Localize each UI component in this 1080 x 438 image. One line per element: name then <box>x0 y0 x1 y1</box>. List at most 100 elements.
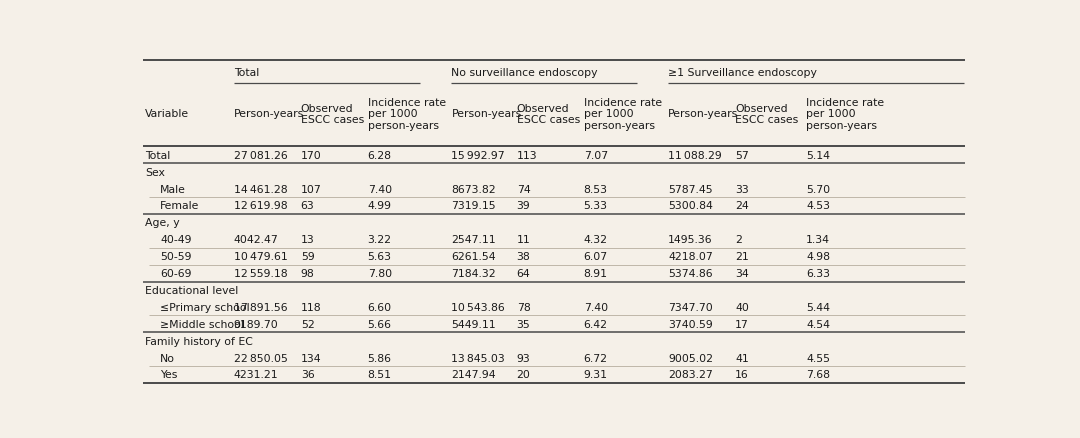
Text: 16: 16 <box>735 370 748 380</box>
Text: 21: 21 <box>735 251 748 261</box>
Text: 36: 36 <box>300 370 314 380</box>
Text: 6.28: 6.28 <box>367 150 392 160</box>
Text: Person-years: Person-years <box>233 109 303 119</box>
Text: ≥1 Surveillance endoscopy: ≥1 Surveillance endoscopy <box>669 68 818 78</box>
Text: Incidence rate
per 1000
person-years: Incidence rate per 1000 person-years <box>367 98 446 131</box>
Text: No surveillance endoscopy: No surveillance endoscopy <box>451 68 598 78</box>
Text: 12 619.98: 12 619.98 <box>233 201 287 211</box>
Text: 11: 11 <box>516 235 530 245</box>
Text: 3.22: 3.22 <box>367 235 392 245</box>
Text: 63: 63 <box>300 201 314 211</box>
Text: Observed
ESCC cases: Observed ESCC cases <box>735 103 798 125</box>
Text: No: No <box>160 353 175 363</box>
Text: 5.44: 5.44 <box>807 302 831 312</box>
Text: 11 088.29: 11 088.29 <box>669 150 721 160</box>
Text: 78: 78 <box>516 302 530 312</box>
Text: 24: 24 <box>735 201 748 211</box>
Text: 10 543.86: 10 543.86 <box>451 302 505 312</box>
Text: 5.70: 5.70 <box>807 184 831 194</box>
Text: 20: 20 <box>516 370 530 380</box>
Text: Incidence rate
per 1000
person-years: Incidence rate per 1000 person-years <box>807 98 885 131</box>
Text: 5.63: 5.63 <box>367 251 392 261</box>
Text: 7184.32: 7184.32 <box>451 268 496 279</box>
Text: 9189.70: 9189.70 <box>233 319 279 329</box>
Text: 22 850.05: 22 850.05 <box>233 353 287 363</box>
Text: 4042.47: 4042.47 <box>233 235 279 245</box>
Text: Total: Total <box>233 68 259 78</box>
Text: 13: 13 <box>300 235 314 245</box>
Text: 2147.94: 2147.94 <box>451 370 496 380</box>
Text: ≥Middle school: ≥Middle school <box>160 319 244 329</box>
Text: 34: 34 <box>735 268 748 279</box>
Text: ≤Primary school: ≤Primary school <box>160 302 249 312</box>
Text: 7.40: 7.40 <box>583 302 608 312</box>
Text: 4231.21: 4231.21 <box>233 370 279 380</box>
Text: 4.98: 4.98 <box>807 251 831 261</box>
Text: 5.86: 5.86 <box>367 353 392 363</box>
Text: Age, y: Age, y <box>145 218 179 228</box>
Text: Family history of EC: Family history of EC <box>145 336 253 346</box>
Text: 4.54: 4.54 <box>807 319 831 329</box>
Text: 40: 40 <box>735 302 750 312</box>
Text: 4.32: 4.32 <box>583 235 608 245</box>
Text: 5787.45: 5787.45 <box>669 184 713 194</box>
Text: 4218.07: 4218.07 <box>669 251 713 261</box>
Text: 8673.82: 8673.82 <box>451 184 496 194</box>
Text: 39: 39 <box>516 201 530 211</box>
Text: Total: Total <box>145 150 171 160</box>
Text: 170: 170 <box>300 150 322 160</box>
Text: Educational level: Educational level <box>145 285 239 295</box>
Text: 41: 41 <box>735 353 748 363</box>
Text: 8.51: 8.51 <box>367 370 392 380</box>
Text: 38: 38 <box>516 251 530 261</box>
Text: 5.66: 5.66 <box>367 319 392 329</box>
Text: Female: Female <box>160 201 200 211</box>
Text: 7319.15: 7319.15 <box>451 201 496 211</box>
Text: 7.07: 7.07 <box>583 150 608 160</box>
Text: Observed
ESCC cases: Observed ESCC cases <box>516 103 580 125</box>
Text: 7.68: 7.68 <box>807 370 831 380</box>
Text: 6.60: 6.60 <box>367 302 392 312</box>
Text: Person-years: Person-years <box>451 109 522 119</box>
Text: 27 081.26: 27 081.26 <box>233 150 287 160</box>
Text: Sex: Sex <box>145 167 165 177</box>
Text: 8.91: 8.91 <box>583 268 608 279</box>
Text: 5300.84: 5300.84 <box>669 201 713 211</box>
Text: 2: 2 <box>735 235 742 245</box>
Text: 12 559.18: 12 559.18 <box>233 268 287 279</box>
Text: 107: 107 <box>300 184 322 194</box>
Text: 98: 98 <box>300 268 314 279</box>
Text: 2083.27: 2083.27 <box>669 370 713 380</box>
Text: 7.80: 7.80 <box>367 268 392 279</box>
Text: 1.34: 1.34 <box>807 235 831 245</box>
Text: 59: 59 <box>300 251 314 261</box>
Text: 118: 118 <box>300 302 322 312</box>
Text: 10 479.61: 10 479.61 <box>233 251 287 261</box>
Text: 5374.86: 5374.86 <box>669 268 713 279</box>
Text: 50-59: 50-59 <box>160 251 191 261</box>
Text: 113: 113 <box>516 150 537 160</box>
Text: 64: 64 <box>516 268 530 279</box>
Text: 1495.36: 1495.36 <box>669 235 713 245</box>
Text: Male: Male <box>160 184 186 194</box>
Text: 6.07: 6.07 <box>583 251 608 261</box>
Text: Person-years: Person-years <box>669 109 739 119</box>
Text: 134: 134 <box>300 353 322 363</box>
Text: 4.53: 4.53 <box>807 201 831 211</box>
Text: 35: 35 <box>516 319 530 329</box>
Text: 8.53: 8.53 <box>583 184 608 194</box>
Text: 17: 17 <box>735 319 748 329</box>
Text: 3740.59: 3740.59 <box>669 319 713 329</box>
Text: 6.42: 6.42 <box>583 319 608 329</box>
Text: Variable: Variable <box>145 109 189 119</box>
Text: 14 461.28: 14 461.28 <box>233 184 287 194</box>
Text: 15 992.97: 15 992.97 <box>451 150 505 160</box>
Text: 33: 33 <box>735 184 748 194</box>
Text: 57: 57 <box>735 150 748 160</box>
Text: 5.14: 5.14 <box>807 150 831 160</box>
Text: 74: 74 <box>516 184 530 194</box>
Text: 9005.02: 9005.02 <box>669 353 713 363</box>
Text: Observed
ESCC cases: Observed ESCC cases <box>300 103 364 125</box>
Text: 9.31: 9.31 <box>583 370 608 380</box>
Text: 40-49: 40-49 <box>160 235 191 245</box>
